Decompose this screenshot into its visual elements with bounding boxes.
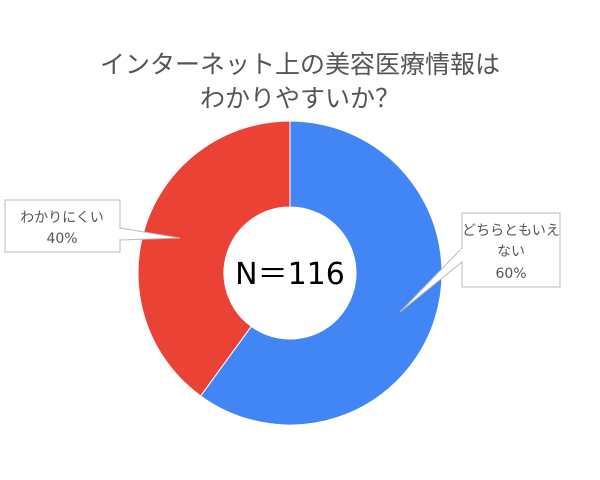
slice-percent-1: 40%	[46, 231, 77, 247]
slice-label-1: わかりにくい	[20, 210, 104, 226]
slice-label-0-line-2: ない	[497, 244, 525, 260]
slice-percent-0: 60%	[495, 266, 526, 282]
title-line-2: わかりやすいか？	[199, 84, 400, 113]
donut-slice-1	[137, 120, 291, 397]
callout-left: わかりにくい 40%	[4, 199, 181, 253]
donut-slice-0	[199, 120, 443, 426]
center-label: N＝116	[235, 257, 345, 292]
chart-title: インターネット上の美容医療情報は わかりやすいか？	[0, 48, 600, 116]
callout-right: どちらともいえ ない 60%	[399, 212, 561, 313]
title-line-1: インターネット上の美容医療情報は	[99, 50, 500, 79]
slice-label-0-line-1: どちらともいえ	[462, 223, 560, 239]
